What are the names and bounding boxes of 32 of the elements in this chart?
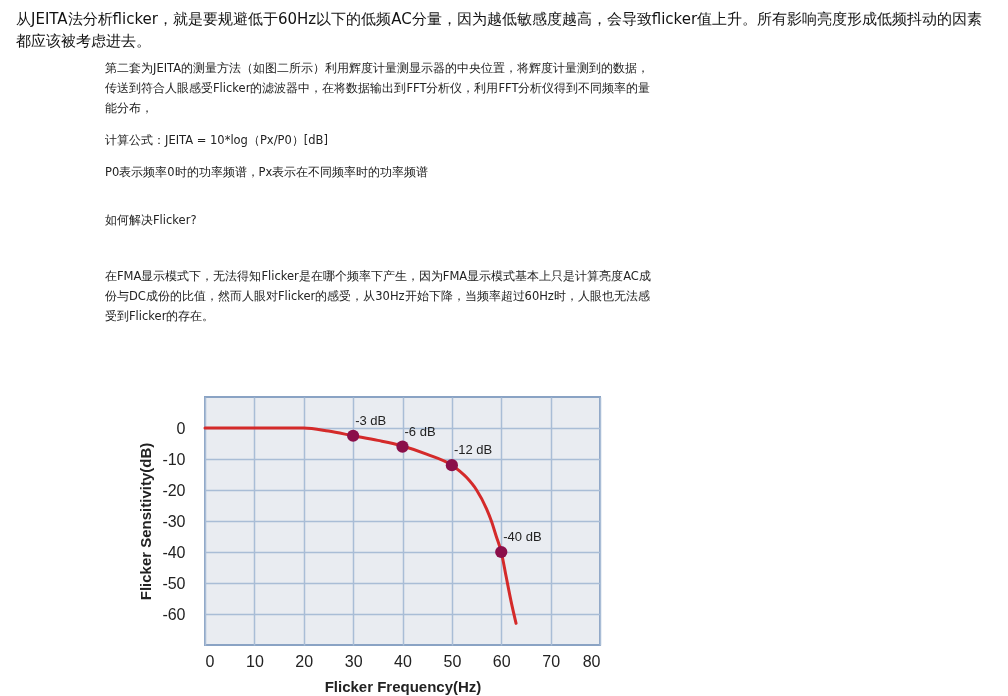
x-tick-label: 80 [582,652,601,670]
point [396,440,409,453]
text: 第二套为JEITA的测量方法（如图二所示）利用辉度计量测显示器的中央位置，将辉度计量测到的数据，传送到符合人眼感受Flicker的滤波器中，在将数据输出到FFT分析仪，利用FFT分析仪得到不同频率的量能分布， [105,60,652,117]
annotation: -40 dB [503,529,542,544]
x-axis-title: Flicker Frequency(Hz) [324,677,482,695]
point [445,459,458,472]
text: 如何解决Flicker? [105,212,198,229]
y-tick-label: -40 [162,543,186,561]
annotation: -3 dB [355,412,387,428]
x-tick-label: 60 [492,652,511,670]
x-tick-label: 40 [394,652,412,670]
annotation: -6 dB [404,423,436,439]
x-tick-label: 0 [205,652,215,670]
text: 计算公式：JEITA = 10*log（Px/P0）[dB] [105,132,329,149]
text: P0表示频率0时的功率频谱，Px表示在不同频率时的功率频谱 [105,164,430,181]
point [347,429,360,442]
x-tick-label: 30 [344,652,363,670]
x-tick-label: 50 [443,652,462,670]
x-tick-label: 20 [295,652,314,670]
text: 从JEITA法分析flicker，就是要规避低于60Hz以下的低频AC分量，因为越低敏感度越高，会导致flicker值上升。所有影响亮度形成低频抖动的因素都应该被考虑进去。 [16,9,984,52]
y-tick-label: 0 [176,419,186,437]
y-axis-title: Flicker Sensitivity(dB) [137,442,155,601]
x-tick-label: 70 [542,652,561,670]
x-tick-label: 10 [245,652,264,670]
y-tick-label: -50 [162,574,186,592]
annotation: -12 dB [453,442,493,458]
point [495,545,508,559]
y-tick-label: -10 [162,450,186,468]
y-tick-label: -60 [162,605,186,623]
y-tick-label: -30 [162,512,186,530]
text: 在FMA显示模式下，无法得知Flicker是在哪个频率下产生，因为FMA显示模式基本上只是计算亮度AC成份与DC成份的比值，然而人眼对Flicker的感受，从30Hz开始下降，当频率超过60Hz时，人眼也无法感受到Flicker的存在。 [105,268,652,325]
y-tick-label: -20 [162,481,186,499]
